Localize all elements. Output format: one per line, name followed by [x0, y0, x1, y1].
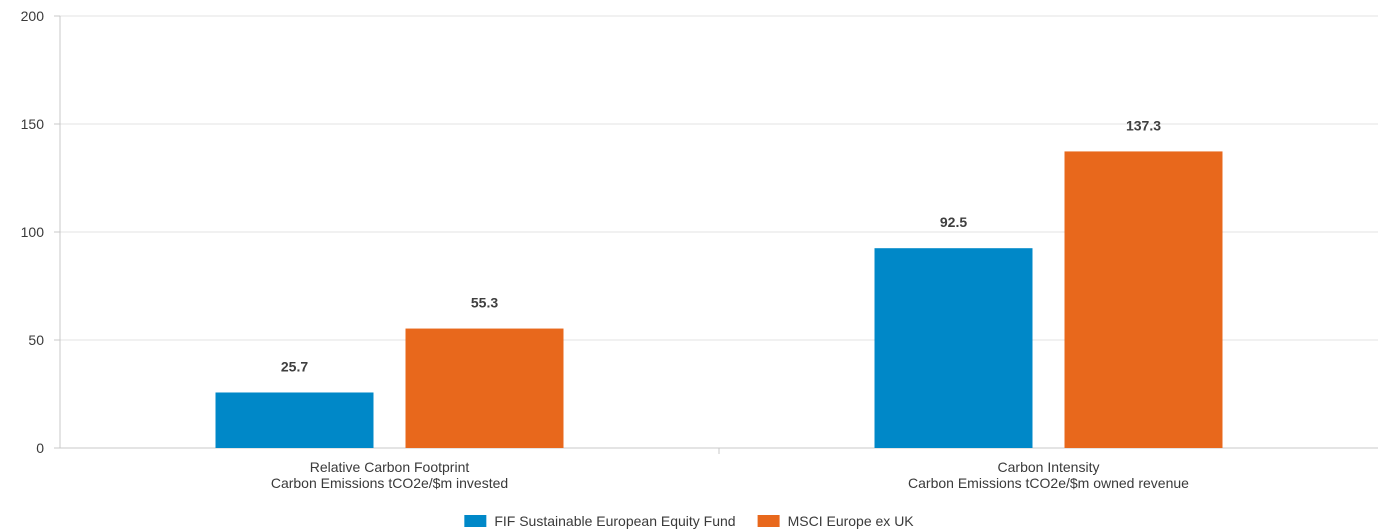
data-label: 55.3 [471, 295, 498, 311]
bars [215, 151, 1223, 448]
legend-label: FIF Sustainable European Equity Fund [494, 513, 735, 529]
x-category-label: Carbon Emissions tCO2e/$m owned revenue [908, 475, 1189, 491]
y-tick-label: 100 [21, 224, 45, 240]
y-tick-label: 200 [21, 8, 45, 24]
bar [874, 248, 1033, 448]
data-label: 25.7 [281, 358, 308, 374]
legend: FIF Sustainable European Equity Fund MSCI… [464, 513, 914, 529]
x-category-label: Carbon Intensity [998, 459, 1100, 475]
y-tick-label: 50 [28, 332, 44, 348]
legend-label: MSCI Europe ex UK [788, 513, 915, 529]
data-label: 137.3 [1126, 117, 1161, 133]
bar [1064, 151, 1223, 448]
legend-swatch [464, 515, 487, 527]
bar [215, 392, 374, 448]
bar [405, 328, 564, 448]
x-category-label: Carbon Emissions tCO2e/$m invested [271, 475, 508, 491]
data-labels: 25.7 55.3 92.5 137.3 [281, 117, 1161, 374]
y-tick-label: 150 [21, 116, 45, 132]
legend-swatch [757, 515, 780, 527]
data-label: 92.5 [940, 214, 967, 230]
x-category-label: Relative Carbon Footprint [310, 459, 470, 475]
y-tick-label: 0 [36, 440, 44, 456]
